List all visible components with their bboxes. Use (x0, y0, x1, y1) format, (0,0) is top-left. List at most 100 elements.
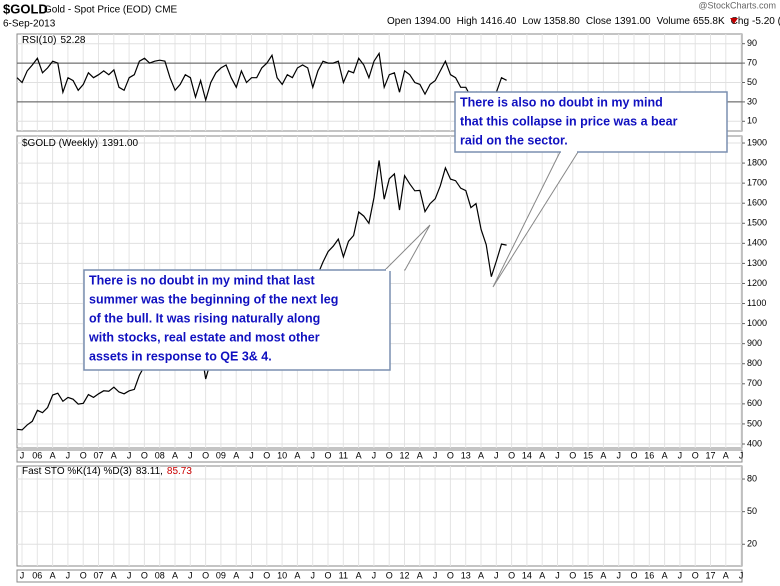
price-title: $GOLD (Weekly) 1391.00 (22, 138, 139, 149)
x-tick-label: A (417, 570, 423, 580)
y-tick-label: 1400 (747, 238, 767, 248)
symbol: $GOLD (3, 1, 48, 16)
x-tick-label: J (739, 450, 744, 460)
x-tick-label: 16 (644, 450, 654, 460)
date: 6-Sep-2013 (3, 19, 56, 30)
x-tick-label: 15 (583, 450, 593, 460)
x-tick-label: A (172, 570, 178, 580)
x-tick-label: A (662, 570, 668, 580)
x-tick-label: A (233, 450, 239, 460)
x-tick-label: J (310, 450, 315, 460)
x-tick-label: A (723, 450, 729, 460)
x-tick-label: O (202, 450, 209, 460)
sto-name: Fast STO %K(14) %D(3) (22, 466, 132, 477)
x-tick-label: 12 (399, 450, 409, 460)
x-tick-label: J (616, 570, 621, 580)
x-tick-label: O (386, 450, 393, 460)
quote-label: Open (387, 16, 411, 27)
y-tick-label: 30 (747, 96, 757, 106)
y-tick-label: 400 (747, 438, 762, 448)
name: Gold - Spot Price (EOD) (44, 5, 151, 16)
y-tick-label: 1800 (747, 157, 767, 167)
x-tick-label: 13 (461, 570, 471, 580)
x-tick-label: 16 (644, 570, 654, 580)
rsi-last: 52.28 (60, 35, 85, 46)
x-tick-label: A (539, 450, 545, 460)
x-tick-label: 06 (32, 570, 42, 580)
y-tick-label: 1700 (747, 178, 767, 188)
x-tick-label: O (508, 450, 515, 460)
x-tick-label: O (569, 450, 576, 460)
x-tick-label: J (127, 450, 132, 460)
x-tick-label: J (616, 450, 621, 460)
x-axis-strip (16, 449, 743, 463)
y-tick-label: 600 (747, 398, 762, 408)
y-tick-label: 1600 (747, 198, 767, 208)
quote-value: 655.8K (693, 16, 725, 27)
x-tick-label: 17 (705, 570, 715, 580)
x-tick-label: O (263, 570, 270, 580)
y-tick-label: 50 (747, 506, 757, 516)
quote-label: Volume (657, 16, 691, 27)
quote-value: 1358.80 (544, 16, 581, 27)
y-tick-label: 700 (747, 378, 762, 388)
y-tick-label: 900 (747, 338, 762, 348)
y-tick-label: 70 (747, 57, 757, 67)
x-tick-label: O (630, 570, 637, 580)
x-tick-label: O (324, 450, 331, 460)
y-tick-label: 50 (747, 77, 757, 87)
sto-k: 83.11, (136, 466, 163, 477)
x-tick-label: 12 (399, 570, 409, 580)
y-tick-label: 1100 (747, 298, 766, 308)
x-tick-label: A (600, 570, 606, 580)
x-tick-label: J (66, 570, 71, 580)
x-tick-label: J (494, 570, 499, 580)
x-tick-label: O (569, 570, 576, 580)
x-tick-label: J (372, 450, 377, 460)
x-tick-label: 11 (339, 450, 348, 460)
annotation-text: of the bull. It was rising naturally alo… (89, 311, 320, 325)
x-tick-label: 06 (32, 450, 42, 460)
x-tick-label: O (692, 570, 699, 580)
price-last: 1391.00 (102, 138, 139, 149)
x-tick-label: 11 (339, 570, 348, 580)
quote-label: Chg (731, 16, 749, 27)
x-tick-label: J (127, 570, 132, 580)
y-tick-label: 1300 (747, 258, 767, 268)
x-tick-label: A (356, 450, 362, 460)
annotation-text: with stocks, real estate and most other (88, 330, 320, 344)
price-name: $GOLD (Weekly) (22, 138, 98, 149)
x-tick-label: J (433, 570, 438, 580)
annotation-text: summer was the beginning of the next leg (89, 292, 338, 306)
x-tick-label: A (111, 450, 117, 460)
x-tick-label: A (50, 570, 56, 580)
x-tick-label: 08 (155, 450, 165, 460)
y-tick-label: 1500 (747, 218, 767, 228)
x-tick-label: O (630, 450, 637, 460)
x-tick-label: 13 (461, 450, 471, 460)
x-tick-label: A (662, 450, 668, 460)
x-tick-label: O (141, 570, 148, 580)
y-tick-label: 1000 (747, 318, 767, 328)
quote-label: High (457, 16, 478, 27)
x-tick-label: J (678, 450, 683, 460)
rsi-name: RSI(10) (22, 35, 56, 46)
x-tick-label: J (20, 570, 25, 580)
sto-title: Fast STO %K(14) %D(3) 83.11, 85.73 (22, 466, 192, 477)
x-tick-label: J (188, 450, 193, 460)
x-tick-label: A (50, 450, 56, 460)
rsi-line (16, 51, 507, 108)
annotation-text: assets in response to QE 3& 4. (89, 349, 272, 363)
x-axis-strip (16, 569, 743, 583)
x-tick-label: 15 (583, 570, 593, 580)
x-tick-label: O (447, 450, 454, 460)
x-tick-label: O (447, 570, 454, 580)
quote: Open 1394.00 High 1416.40 Low 1358.80 Close 139… (387, 16, 780, 27)
rsi-title: RSI(10) 52.28 (22, 35, 86, 46)
x-tick-label: J (555, 450, 560, 460)
quote-value: 1416.40 (480, 16, 517, 27)
x-tick-label: O (141, 450, 148, 460)
x-tick-label: 10 (277, 570, 287, 580)
